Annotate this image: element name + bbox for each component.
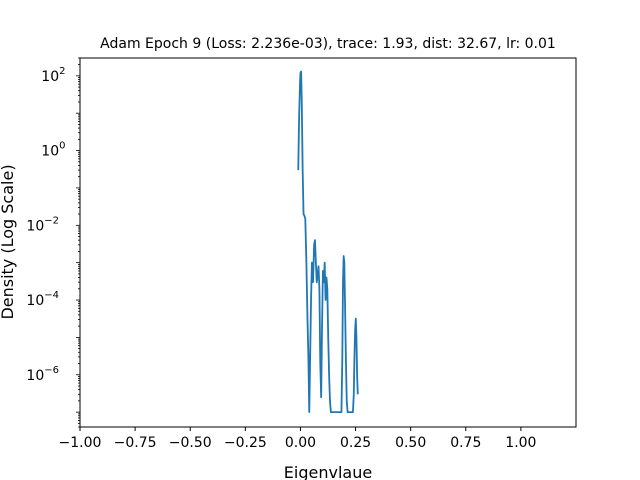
y-tick-label: 100 [41, 141, 65, 160]
x-tick-label: 0.50 [395, 435, 426, 451]
x-axis: −1.00 −0.75 −0.50 −0.25 0.00 0.25 0.50 0.75 1.00 [59, 427, 536, 451]
y-tick-label: 10−4 [26, 290, 59, 309]
x-tick-label: 1.00 [505, 435, 536, 451]
y-axis-label: Density (Log Scale) [0, 164, 17, 319]
x-tick-label: 0.25 [340, 435, 371, 451]
y-tick-label: 102 [41, 66, 65, 85]
y-axis: 10−6 10−4 10−2 100 102 [26, 57, 80, 428]
x-tick-label: 0.00 [285, 435, 316, 451]
plot-border [79, 57, 577, 428]
chart-title: Adam Epoch 9 (Loss: 2.236e-03), trace: 1… [100, 36, 556, 52]
series-line-0 [297, 70, 359, 414]
x-tick-label: −0.75 [114, 435, 157, 451]
x-tick-label: 0.75 [450, 435, 481, 451]
plot-frame [79, 57, 577, 428]
x-tick-label: −0.50 [169, 435, 212, 451]
x-axis-label: Eigenvlaue [284, 463, 372, 480]
x-tick-label: −1.00 [59, 435, 102, 451]
x-tick-label: −0.25 [224, 435, 267, 451]
series-layer [297, 70, 359, 414]
y-tick-label: 10−2 [26, 215, 59, 234]
y-tick-label: 10−6 [26, 365, 59, 384]
